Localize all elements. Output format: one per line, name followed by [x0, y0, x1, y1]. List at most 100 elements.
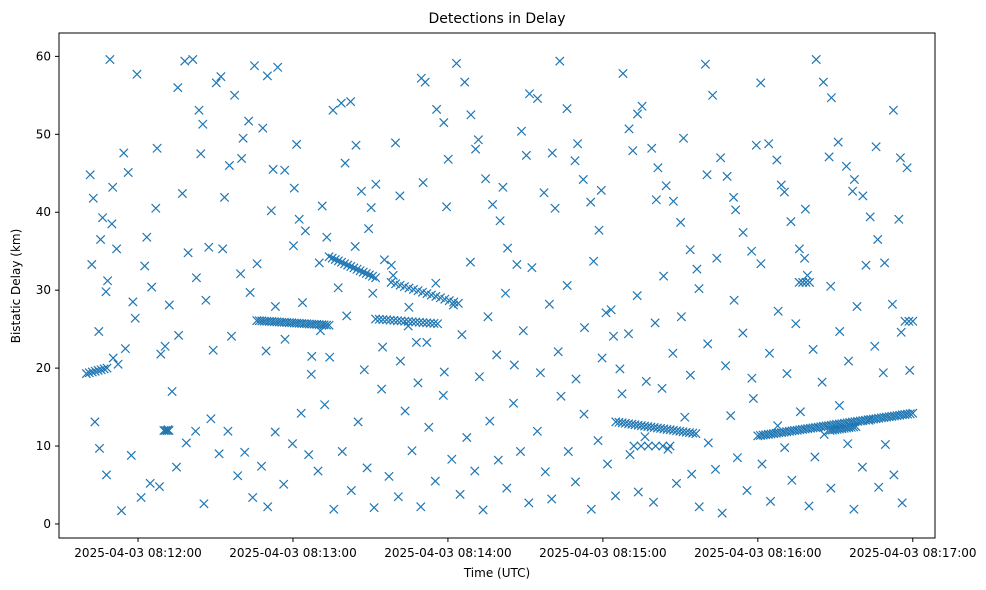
data-point: [108, 353, 118, 363]
data-point: [90, 417, 100, 427]
data-point: [333, 256, 344, 266]
data-point: [597, 353, 607, 363]
data-point: [243, 116, 254, 126]
data-point: [90, 366, 100, 376]
data-point: [173, 82, 183, 93]
data-point: [123, 167, 133, 178]
data-point: [390, 138, 401, 148]
data-point: [594, 225, 604, 235]
data-point: [400, 406, 410, 416]
data-point: [728, 192, 739, 203]
data-point: [824, 152, 834, 162]
data-point: [411, 317, 421, 327]
data-point: [540, 467, 550, 477]
data-point: [668, 348, 678, 358]
data-point: [389, 315, 399, 326]
data-point: [206, 414, 216, 424]
data-point: [794, 244, 805, 254]
data-point: [880, 439, 891, 450]
data-point: [343, 260, 353, 270]
data-point: [151, 203, 161, 213]
data-point: [403, 316, 414, 327]
data-point: [443, 154, 453, 164]
data-point: [817, 377, 827, 387]
data-point: [280, 334, 290, 344]
data-point: [703, 438, 713, 448]
data-point: [393, 492, 403, 502]
data-point: [142, 232, 152, 242]
data-point: [478, 505, 488, 515]
data-point: [362, 463, 372, 473]
x-tick-label: 2025-04-03 08:17:00: [849, 546, 976, 560]
data-point: [650, 318, 660, 328]
data-point: [236, 153, 247, 164]
data-point: [849, 504, 859, 514]
data-point: [593, 435, 603, 446]
data-point: [797, 277, 808, 288]
data-point: [870, 341, 880, 351]
data-point: [663, 444, 673, 454]
data-point: [874, 482, 884, 492]
data-point: [132, 69, 142, 79]
data-point: [462, 432, 472, 443]
data-point: [608, 331, 619, 341]
data-point: [601, 308, 611, 318]
data-point: [524, 498, 534, 508]
data-point: [632, 290, 642, 301]
data-point: [717, 508, 727, 518]
data-point: [794, 277, 804, 288]
data-point: [905, 365, 915, 376]
data-point: [119, 148, 129, 158]
data-point: [147, 282, 157, 292]
data-point: [811, 54, 821, 65]
data-point: [843, 439, 853, 449]
data-point: [629, 441, 639, 451]
data-point: [633, 487, 643, 497]
data-point: [164, 300, 174, 310]
data-point: [894, 214, 904, 224]
data-point: [368, 288, 378, 298]
data-point: [588, 256, 599, 266]
data-point: [904, 316, 914, 326]
data-point: [772, 155, 782, 165]
data-point: [328, 105, 338, 115]
x-tick-label: 2025-04-03 08:15:00: [539, 546, 666, 560]
data-point: [289, 183, 299, 193]
data-point: [562, 103, 572, 114]
data-point: [524, 89, 535, 99]
data-point: [425, 318, 435, 328]
data-point: [751, 140, 761, 150]
data-point: [270, 427, 280, 437]
data-point: [493, 455, 503, 465]
data-point: [508, 398, 519, 408]
data-point: [248, 492, 258, 503]
data-point: [732, 453, 743, 463]
data-point: [908, 408, 918, 418]
data-point: [451, 58, 462, 69]
data-point: [291, 139, 302, 150]
data-point: [156, 349, 166, 359]
data-point: [791, 319, 801, 329]
data-point: [361, 268, 371, 279]
data-point: [799, 253, 810, 263]
data-point: [550, 203, 560, 213]
data-point: [602, 459, 613, 469]
data-point: [201, 295, 211, 305]
data-point: [900, 316, 910, 326]
data-point: [848, 422, 859, 432]
data-point: [492, 350, 502, 360]
data-point: [668, 196, 679, 206]
data-point: [516, 126, 527, 136]
data-point: [81, 368, 92, 379]
data-point: [757, 459, 767, 469]
data-point: [296, 408, 306, 418]
data-point: [256, 461, 267, 471]
data-point: [268, 164, 278, 175]
data-point: [485, 416, 495, 426]
data-point: [553, 347, 563, 357]
data-point: [325, 352, 335, 362]
data-point: [181, 438, 191, 448]
data-point: [430, 476, 440, 486]
data-point: [556, 391, 566, 401]
